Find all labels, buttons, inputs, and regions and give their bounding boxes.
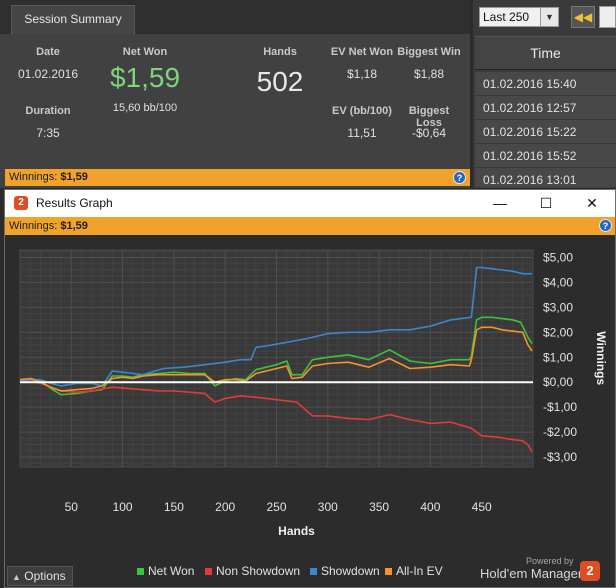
net-won-label: Net Won <box>122 46 168 58</box>
biggest-loss-label: Biggest Loss <box>408 105 450 129</box>
ev-net-won-label: EV Net Won <box>330 46 394 58</box>
session-list-panel: Last 250 ▼ ◀◀ Time 01.02.2016 15:40 01.0… <box>473 0 616 188</box>
ev-net-won-value: $1,18 <box>346 67 378 81</box>
net-won-value: $1,59 <box>109 62 181 93</box>
y-tick-label: -$3,00 <box>543 450 577 464</box>
legend-label[interactable]: Showdown <box>321 564 380 578</box>
list-item[interactable]: 01.02.2016 13:01 <box>475 168 616 188</box>
list-item[interactable]: 01.02.2016 15:22 <box>475 120 616 144</box>
options-button[interactable]: ▲ Options <box>7 566 73 586</box>
series-line-all-in-ev <box>19 326 533 392</box>
y-tick-label: -$2,00 <box>543 425 577 439</box>
winnings-value: $1,59 <box>60 171 88 183</box>
legend-label[interactable]: Net Won <box>148 564 194 578</box>
brand-logo-icon: 2 <box>580 561 600 581</box>
window-titlebar[interactable]: 2 Results Graph — ☐ ✕ <box>5 190 615 217</box>
series-line-showdown <box>19 266 532 387</box>
legend-swatch <box>385 568 392 575</box>
options-caret-icon: ▲ <box>12 572 21 582</box>
date-value: 01.02.2016 <box>17 67 79 81</box>
legend-swatch <box>205 568 212 575</box>
y-tick-label: $2,00 <box>543 325 573 339</box>
legend-label[interactable]: All-In EV <box>396 564 443 578</box>
x-tick-label: 150 <box>164 500 184 514</box>
x-tick-label: 200 <box>215 500 235 514</box>
session-summary-panel: Session Summary Date 01.02.2016 Duration… <box>0 0 470 188</box>
list-item[interactable]: 01.02.2016 15:52 <box>475 144 616 168</box>
y-tick-label: -$1,00 <box>543 400 577 414</box>
rewind-icon[interactable]: ◀◀ <box>571 6 595 28</box>
winnings-value: $1,59 <box>60 220 88 232</box>
options-label: Options <box>24 569 66 583</box>
series-line-non-showdown <box>19 380 533 453</box>
biggest-win-value: $1,88 <box>413 67 445 81</box>
hands-value: 502 <box>256 66 304 97</box>
hands-label: Hands <box>263 46 297 58</box>
bb-per-100-value: 15,60 bb/100 <box>112 102 178 114</box>
legend-label[interactable]: Non Showdown <box>216 564 300 578</box>
list-item[interactable]: 01.02.2016 15:40 <box>475 72 616 96</box>
brand-name: Hold'em Manager <box>480 566 583 581</box>
y-axis-title: Winnings <box>594 331 608 385</box>
summary-winnings-bar: Winnings: $1,59 ? <box>5 169 470 186</box>
series-line-net-won <box>19 316 533 396</box>
tab-session-summary[interactable]: Session Summary <box>11 5 135 34</box>
winnings-label: Winnings: <box>9 220 58 232</box>
chevron-down-icon[interactable]: ▼ <box>540 8 558 26</box>
date-label: Date <box>36 46 60 58</box>
window-title: Results Graph <box>36 196 113 210</box>
graph-winnings-bar: Winnings: $1,59 ? <box>5 217 615 235</box>
app-logo-icon: 2 <box>14 196 28 210</box>
x-tick-label: 300 <box>318 500 338 514</box>
x-tick-label: 100 <box>113 500 133 514</box>
y-tick-label: $4,00 <box>543 275 573 289</box>
help-icon[interactable]: ? <box>599 219 612 232</box>
results-chart: 50 100 150 200 250 300 350 400 450 $5,00 $4,00 $3,0… <box>5 235 615 585</box>
biggest-win-label: Biggest Win <box>397 46 461 58</box>
winnings-label: Winnings: <box>9 171 58 183</box>
cards-icon[interactable] <box>599 6 616 28</box>
summary-tab-bar: Session Summary <box>0 0 470 34</box>
time-column-header[interactable]: Time <box>475 36 616 70</box>
x-tick-label: 450 <box>472 500 492 514</box>
maximize-button[interactable]: ☐ <box>539 195 553 211</box>
duration-label: Duration <box>25 105 71 117</box>
minimize-button[interactable]: — <box>493 195 507 211</box>
session-filter-select[interactable]: Last 250 ▼ <box>479 7 559 27</box>
biggest-loss-value: -$0,64 <box>411 126 447 140</box>
results-graph-window: 2 Results Graph — ☐ ✕ Winnings: $1,59 ? … <box>4 189 616 588</box>
y-tick-label: $5,00 <box>543 250 573 264</box>
x-axis-title: Hands <box>278 524 315 538</box>
y-tick-label: $0,00 <box>543 375 573 389</box>
x-tick-label: 50 <box>65 500 79 514</box>
y-tick-label: $1,00 <box>543 350 573 364</box>
duration-value: 7:35 <box>36 126 60 140</box>
x-tick-label: 250 <box>266 500 286 514</box>
legend-swatch <box>137 568 144 575</box>
session-filter-value: Last 250 <box>483 10 530 24</box>
x-tick-label: 350 <box>369 500 389 514</box>
x-tick-label: 400 <box>420 500 440 514</box>
help-icon[interactable]: ? <box>453 171 466 184</box>
legend-swatch <box>310 568 317 575</box>
powered-by-label: Powered by <box>526 556 574 566</box>
list-item[interactable]: 01.02.2016 12:57 <box>475 96 616 120</box>
ev-bb100-value: 11,51 <box>347 126 377 140</box>
ev-bb100-label: EV (bb/100) <box>332 105 392 117</box>
y-tick-label: $3,00 <box>543 300 573 314</box>
close-button[interactable]: ✕ <box>586 195 598 211</box>
